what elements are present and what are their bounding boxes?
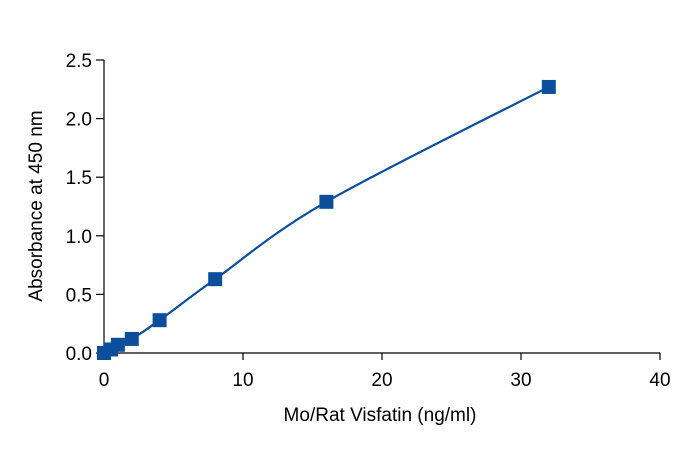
data-point bbox=[208, 272, 223, 287]
y-tick-label: 0.0 bbox=[66, 344, 92, 365]
data-point bbox=[319, 194, 334, 209]
axes: 0.0 0.5 1.0 1.5 2.0 2.5 0 10 20 30 40 bbox=[66, 51, 671, 391]
x-axis-title: Mo/Rat Visfatin (ng/ml) bbox=[284, 405, 477, 426]
x-tick-label: 0 bbox=[99, 370, 110, 391]
fit-curve-layer bbox=[103, 85, 550, 354]
y-axis-title: Absorbance at 450 nm bbox=[26, 110, 47, 301]
y-tick-label: 2.5 bbox=[66, 51, 92, 72]
data-point bbox=[541, 79, 556, 94]
y-tick-label: 2.0 bbox=[66, 110, 92, 131]
y-tick-label: 1.0 bbox=[66, 227, 92, 248]
data-points-layer bbox=[97, 79, 556, 360]
x-tick-label: 40 bbox=[649, 370, 670, 391]
data-point bbox=[110, 337, 125, 352]
x-tick-label: 30 bbox=[510, 370, 531, 391]
fit-curve bbox=[103, 85, 550, 354]
x-tick-label: 10 bbox=[232, 370, 253, 391]
y-tick-label: 0.5 bbox=[66, 285, 92, 306]
y-tick-label: 1.5 bbox=[66, 168, 92, 189]
x-tick-label: 20 bbox=[371, 370, 392, 391]
data-point bbox=[152, 313, 167, 328]
data-point bbox=[124, 331, 139, 346]
